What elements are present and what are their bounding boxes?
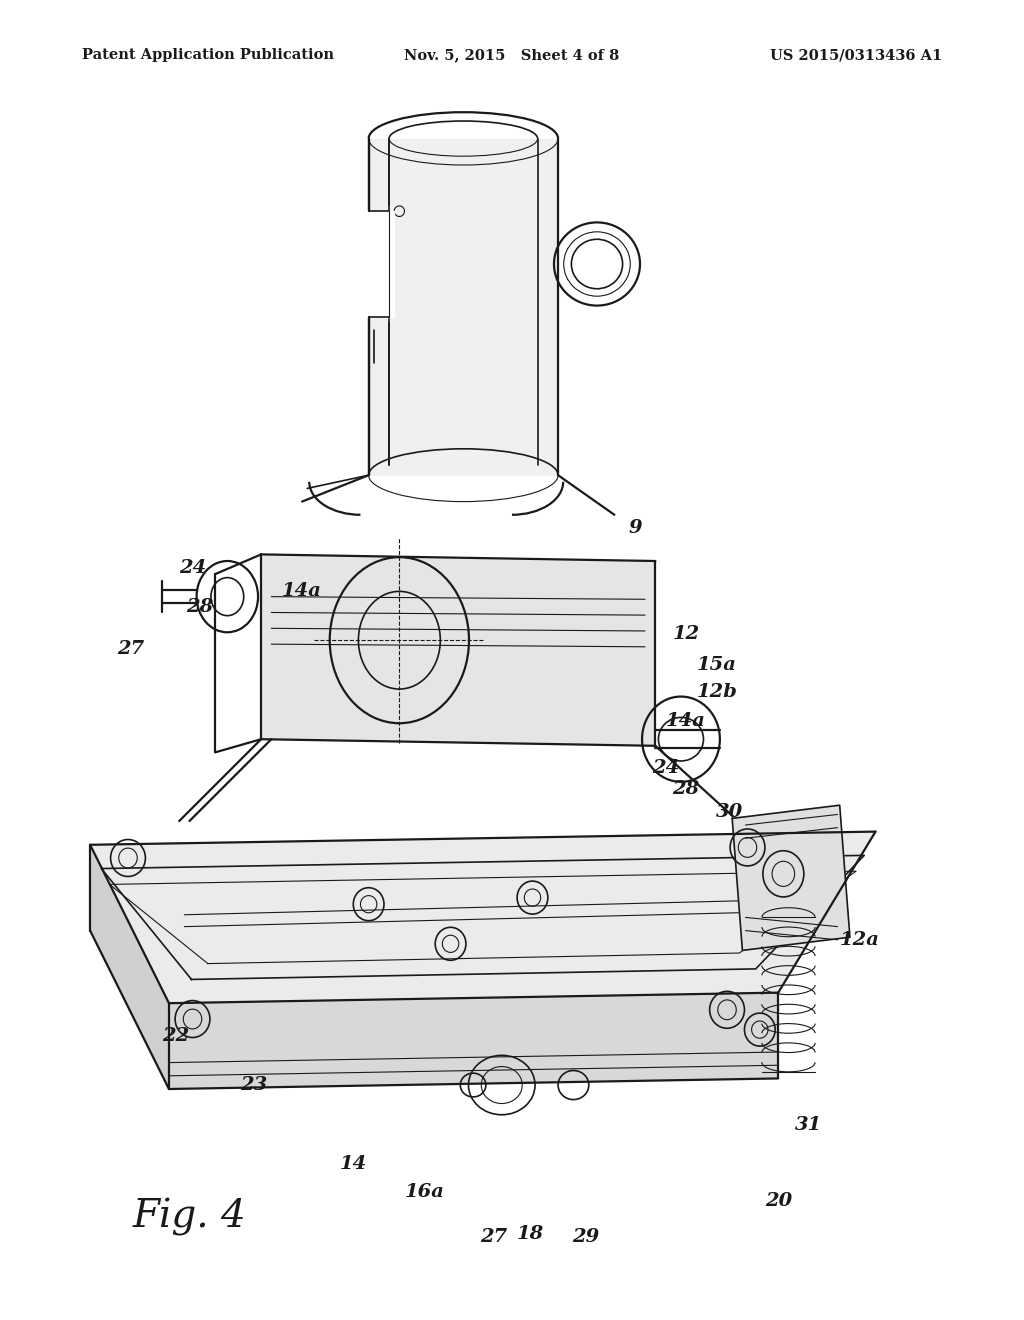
Text: 29: 29 (572, 1228, 599, 1246)
Polygon shape (369, 139, 558, 475)
Text: 16a: 16a (406, 1183, 444, 1201)
Text: 23: 23 (241, 1076, 267, 1094)
Text: Nov. 5, 2015   Sheet 4 of 8: Nov. 5, 2015 Sheet 4 of 8 (404, 49, 620, 62)
Text: 30: 30 (716, 803, 742, 821)
Text: Fig. 4: Fig. 4 (132, 1199, 247, 1236)
Polygon shape (90, 832, 876, 1003)
Text: 18: 18 (517, 1225, 544, 1243)
Text: 14a: 14a (283, 582, 322, 601)
Text: US 2015/0313436 A1: US 2015/0313436 A1 (770, 49, 942, 62)
Polygon shape (732, 805, 850, 950)
Text: 12a: 12a (841, 931, 880, 949)
Polygon shape (169, 993, 778, 1089)
Polygon shape (367, 211, 394, 317)
Text: 28: 28 (186, 598, 213, 616)
Polygon shape (90, 845, 169, 1089)
Text: Patent Application Publication: Patent Application Publication (82, 49, 334, 62)
Text: 12b: 12b (696, 682, 737, 701)
Text: 14a: 14a (667, 711, 706, 730)
Text: 27: 27 (118, 640, 144, 659)
Text: 27: 27 (480, 1228, 507, 1246)
Polygon shape (261, 554, 655, 746)
Text: 22: 22 (163, 1027, 189, 1045)
Text: 28: 28 (673, 780, 699, 799)
Text: 24: 24 (652, 759, 679, 777)
Text: 12: 12 (673, 624, 699, 643)
Text: 20: 20 (765, 1192, 792, 1210)
Text: 9: 9 (628, 519, 642, 537)
Text: 15a: 15a (697, 656, 736, 675)
Text: 24: 24 (179, 558, 206, 577)
Text: 31: 31 (796, 1115, 822, 1134)
Text: 14: 14 (340, 1155, 367, 1173)
